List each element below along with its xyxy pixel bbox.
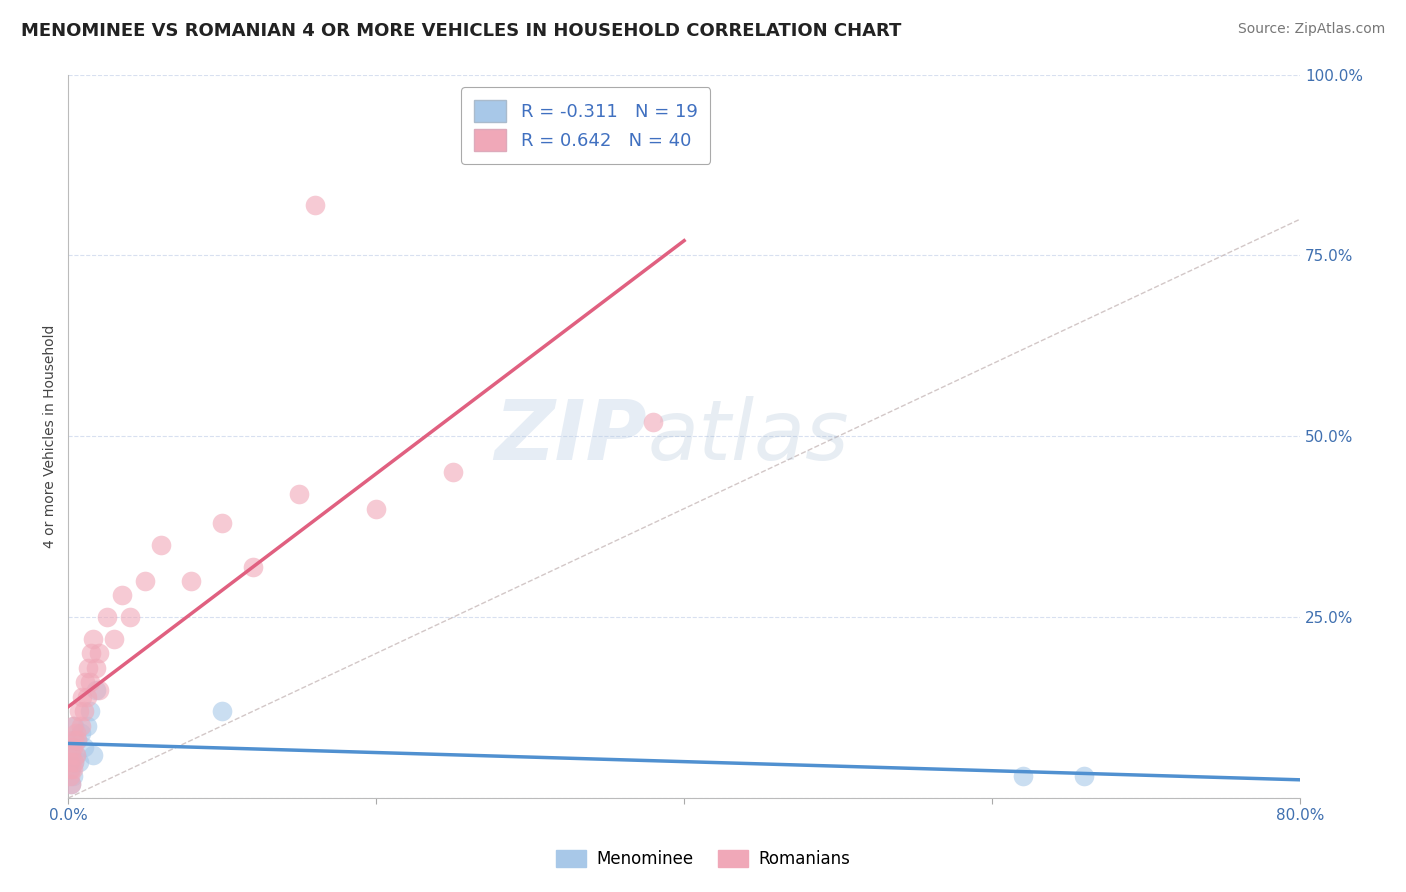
Point <box>79 675 101 690</box>
Point <box>69 719 91 733</box>
Point <box>288 487 311 501</box>
Point <box>103 632 125 646</box>
Point <box>84 661 107 675</box>
Legend: Menominee, Romanians: Menominee, Romanians <box>550 843 856 875</box>
Point <box>96 610 118 624</box>
Point <box>111 589 134 603</box>
Point <box>1073 769 1095 783</box>
Point <box>63 733 86 747</box>
Point <box>59 755 82 769</box>
Point <box>62 762 84 776</box>
Point <box>70 690 93 704</box>
Point <box>63 755 86 769</box>
Point <box>62 733 84 747</box>
Point <box>75 675 97 690</box>
Point <box>60 776 83 790</box>
Text: MENOMINEE VS ROMANIAN 4 OR MORE VEHICLES IN HOUSEHOLD CORRELATION CHART: MENOMINEE VS ROMANIAN 4 OR MORE VEHICLES… <box>21 22 901 40</box>
Point <box>60 776 83 790</box>
Point <box>87 682 110 697</box>
Point <box>66 733 89 747</box>
Point <box>67 704 90 718</box>
Point <box>441 466 464 480</box>
Point <box>82 632 104 646</box>
Point <box>643 415 665 429</box>
Point <box>59 762 82 776</box>
Point <box>67 755 90 769</box>
Point <box>84 682 107 697</box>
Point <box>66 733 89 747</box>
Point <box>82 747 104 762</box>
Point <box>65 747 87 762</box>
Point <box>79 704 101 718</box>
Point <box>63 719 86 733</box>
Point <box>76 719 98 733</box>
Point <box>180 574 202 588</box>
Point <box>87 646 110 660</box>
Point <box>60 762 83 776</box>
Text: Source: ZipAtlas.com: Source: ZipAtlas.com <box>1237 22 1385 37</box>
Point <box>242 559 264 574</box>
Point <box>65 726 87 740</box>
Text: ZIP: ZIP <box>495 396 647 477</box>
Point <box>62 719 84 733</box>
Point <box>69 726 91 740</box>
Point <box>77 661 100 675</box>
Point <box>366 501 388 516</box>
Point <box>62 740 84 755</box>
Point <box>72 740 94 755</box>
Point <box>60 747 83 762</box>
Point <box>211 516 233 530</box>
Point <box>118 610 141 624</box>
Point <box>63 755 86 769</box>
Point <box>211 704 233 718</box>
Legend: R = -0.311   N = 19, R = 0.642   N = 40: R = -0.311 N = 19, R = 0.642 N = 40 <box>461 87 710 164</box>
Text: atlas: atlas <box>647 396 849 477</box>
Y-axis label: 4 or more Vehicles in Household: 4 or more Vehicles in Household <box>44 325 58 548</box>
Point <box>80 646 103 660</box>
Point <box>72 704 94 718</box>
Point <box>60 747 83 762</box>
Point <box>62 769 84 783</box>
Point <box>1012 769 1035 783</box>
Point <box>134 574 156 588</box>
Point <box>76 690 98 704</box>
Point <box>149 538 172 552</box>
Point <box>65 747 87 762</box>
Point <box>59 769 82 783</box>
Point <box>304 198 326 212</box>
